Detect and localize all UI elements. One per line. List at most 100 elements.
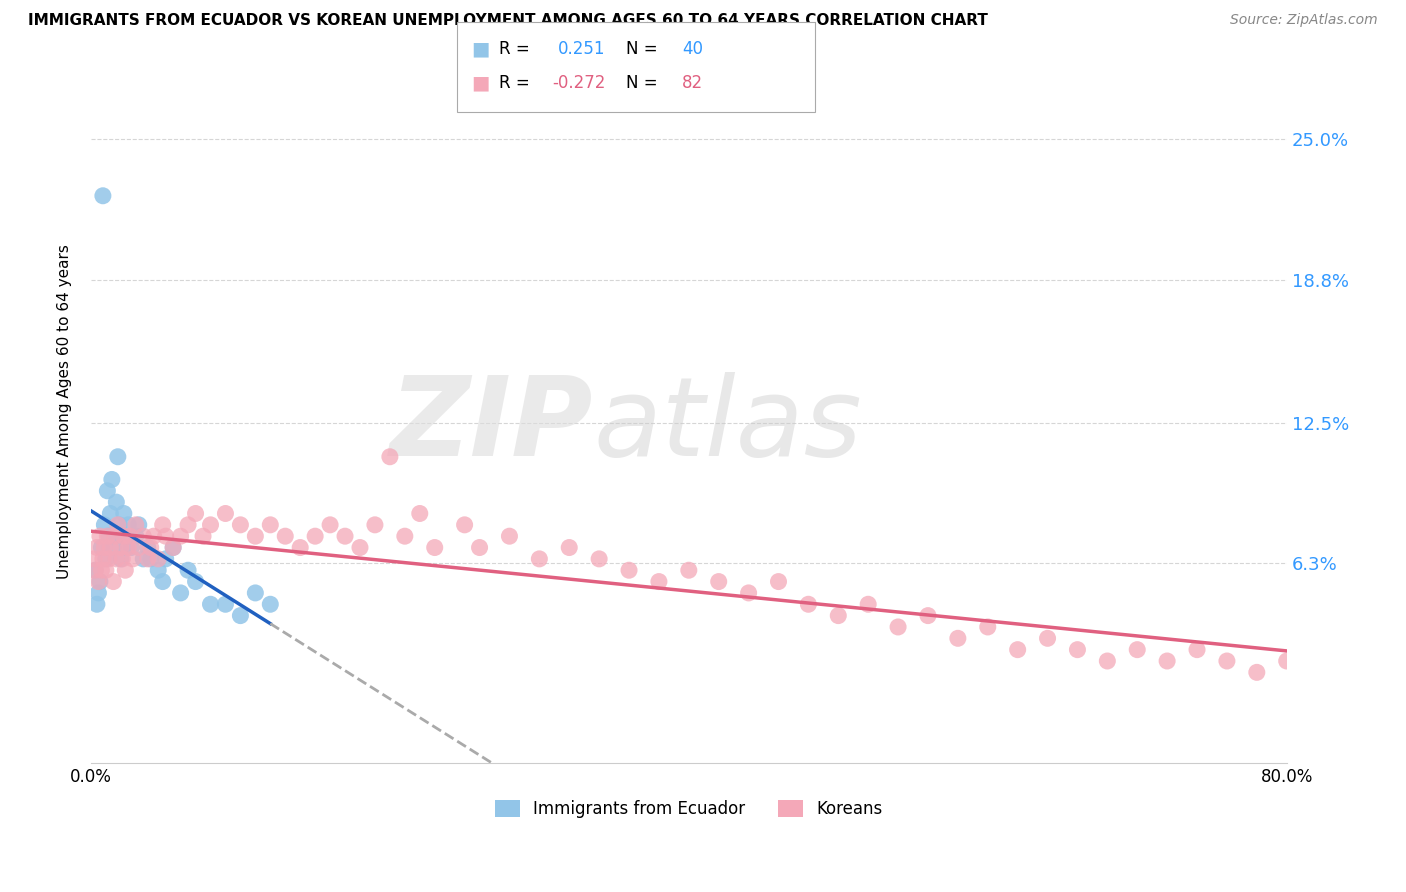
Point xyxy=(184,574,207,589)
Point xyxy=(152,574,174,589)
Point xyxy=(887,620,910,634)
Point xyxy=(827,608,849,623)
Point xyxy=(132,552,155,566)
Point xyxy=(1216,654,1239,668)
Point xyxy=(98,541,121,555)
Text: IMMIGRANTS FROM ECUADOR VS KOREAN UNEMPLOYMENT AMONG AGES 60 TO 64 YEARS CORRELA: IMMIGRANTS FROM ECUADOR VS KOREAN UNEMPL… xyxy=(28,13,988,29)
Point xyxy=(104,529,127,543)
Point xyxy=(97,529,120,543)
Point xyxy=(86,597,108,611)
Point xyxy=(946,632,969,646)
Point xyxy=(558,541,581,555)
Point xyxy=(87,574,110,589)
Point xyxy=(169,529,191,543)
Point xyxy=(214,507,236,521)
Point xyxy=(148,563,170,577)
Point xyxy=(125,517,148,532)
Point xyxy=(86,541,108,555)
Point xyxy=(768,574,790,589)
Point xyxy=(856,597,879,611)
Point xyxy=(468,541,491,555)
Point xyxy=(112,529,135,543)
Point xyxy=(115,541,138,555)
Point xyxy=(1156,654,1178,668)
Point xyxy=(1126,642,1149,657)
Point xyxy=(678,563,700,577)
Point xyxy=(84,563,107,577)
Point xyxy=(155,529,177,543)
Point xyxy=(93,541,115,555)
Point xyxy=(259,597,281,611)
Point xyxy=(87,586,110,600)
Point xyxy=(89,574,111,589)
Text: Source: ZipAtlas.com: Source: ZipAtlas.com xyxy=(1230,13,1378,28)
Point xyxy=(229,517,252,532)
Point xyxy=(117,541,139,555)
Point xyxy=(103,541,125,555)
Point xyxy=(89,529,111,543)
Point xyxy=(128,517,150,532)
Point xyxy=(319,517,342,532)
Point xyxy=(110,541,132,555)
Point xyxy=(737,586,759,600)
Point xyxy=(107,517,129,532)
Point xyxy=(108,517,131,532)
Point xyxy=(648,574,671,589)
Point xyxy=(142,529,165,543)
Point xyxy=(290,541,312,555)
Text: atlas: atlas xyxy=(593,372,862,479)
Point xyxy=(104,529,127,543)
Point xyxy=(274,529,297,543)
Point xyxy=(91,552,114,566)
Point xyxy=(162,541,184,555)
Text: N =: N = xyxy=(626,40,662,58)
Point xyxy=(1097,654,1119,668)
Point xyxy=(83,552,105,566)
Text: N =: N = xyxy=(626,74,662,92)
Point xyxy=(259,517,281,532)
Point xyxy=(498,529,520,543)
Point xyxy=(110,552,132,566)
Point xyxy=(1036,632,1059,646)
Point xyxy=(453,517,475,532)
Point xyxy=(333,529,356,543)
Point xyxy=(169,586,191,600)
Point xyxy=(1185,642,1208,657)
Point xyxy=(797,597,820,611)
Point xyxy=(105,495,128,509)
Point xyxy=(121,552,143,566)
Point xyxy=(125,529,148,543)
Point xyxy=(111,529,134,543)
Point xyxy=(136,541,159,555)
Point xyxy=(917,608,939,623)
Point xyxy=(200,597,222,611)
Point xyxy=(977,620,1000,634)
Point xyxy=(93,517,115,532)
Point xyxy=(304,529,326,543)
Point xyxy=(155,552,177,566)
Point xyxy=(105,552,128,566)
Point xyxy=(114,563,136,577)
Point xyxy=(132,529,155,543)
Point xyxy=(120,541,142,555)
Text: ■: ■ xyxy=(471,73,489,93)
Y-axis label: Unemployment Among Ages 60 to 64 years: Unemployment Among Ages 60 to 64 years xyxy=(58,244,72,579)
Point xyxy=(112,507,135,521)
Legend: Immigrants from Ecuador, Koreans: Immigrants from Ecuador, Koreans xyxy=(488,794,890,825)
Point xyxy=(588,552,610,566)
Point xyxy=(136,552,159,566)
Point xyxy=(148,552,170,566)
Point xyxy=(378,450,401,464)
Point xyxy=(101,472,124,486)
Point xyxy=(1007,642,1029,657)
Point xyxy=(139,541,162,555)
Point xyxy=(103,574,125,589)
Point xyxy=(84,563,107,577)
Point xyxy=(118,529,141,543)
Point xyxy=(394,529,416,543)
Text: R =: R = xyxy=(499,40,536,58)
Point xyxy=(107,450,129,464)
Point xyxy=(94,563,117,577)
Point xyxy=(111,552,134,566)
Point xyxy=(229,608,252,623)
